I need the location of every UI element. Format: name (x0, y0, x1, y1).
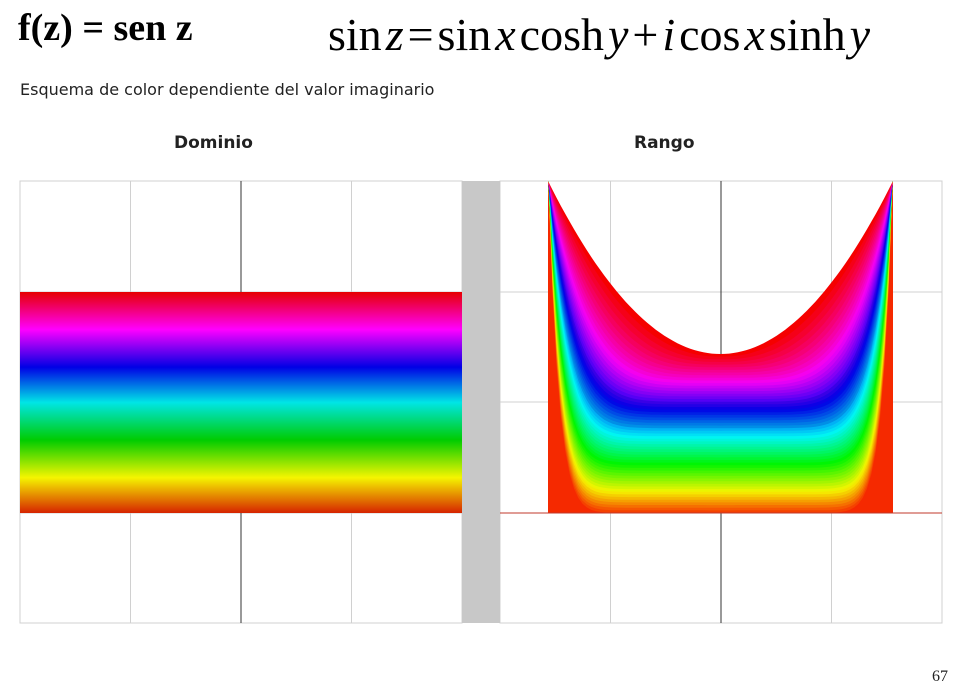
formula-part: cos (679, 9, 741, 60)
formula-part: cosh (519, 9, 604, 60)
range-band (548, 181, 893, 513)
formula: sinz=sinxcoshy+icosxsinhy (328, 8, 874, 61)
formula-part: x (744, 9, 765, 60)
formula-part: y (849, 9, 870, 60)
formula-part: = (407, 9, 434, 60)
formula-part: y (607, 9, 629, 60)
formula-part: + (632, 9, 659, 60)
formula-part: z (385, 9, 404, 60)
formula-part: sin (437, 9, 492, 60)
range-band (548, 181, 893, 513)
subtitle: Esquema de color dependiente del valor i… (20, 80, 435, 99)
title: f(z) = sen z (18, 7, 193, 49)
formula-part: sinh (768, 9, 846, 60)
domain-strip (20, 292, 462, 513)
panel-label: Rango (634, 133, 695, 153)
range-image (548, 181, 893, 513)
panel-label: Dominio (174, 133, 253, 153)
formula-part: i (662, 9, 676, 60)
page-number: 67 (932, 668, 948, 685)
formula-part: sin (328, 9, 382, 60)
formula-part: x (495, 9, 516, 60)
divider (462, 181, 500, 623)
